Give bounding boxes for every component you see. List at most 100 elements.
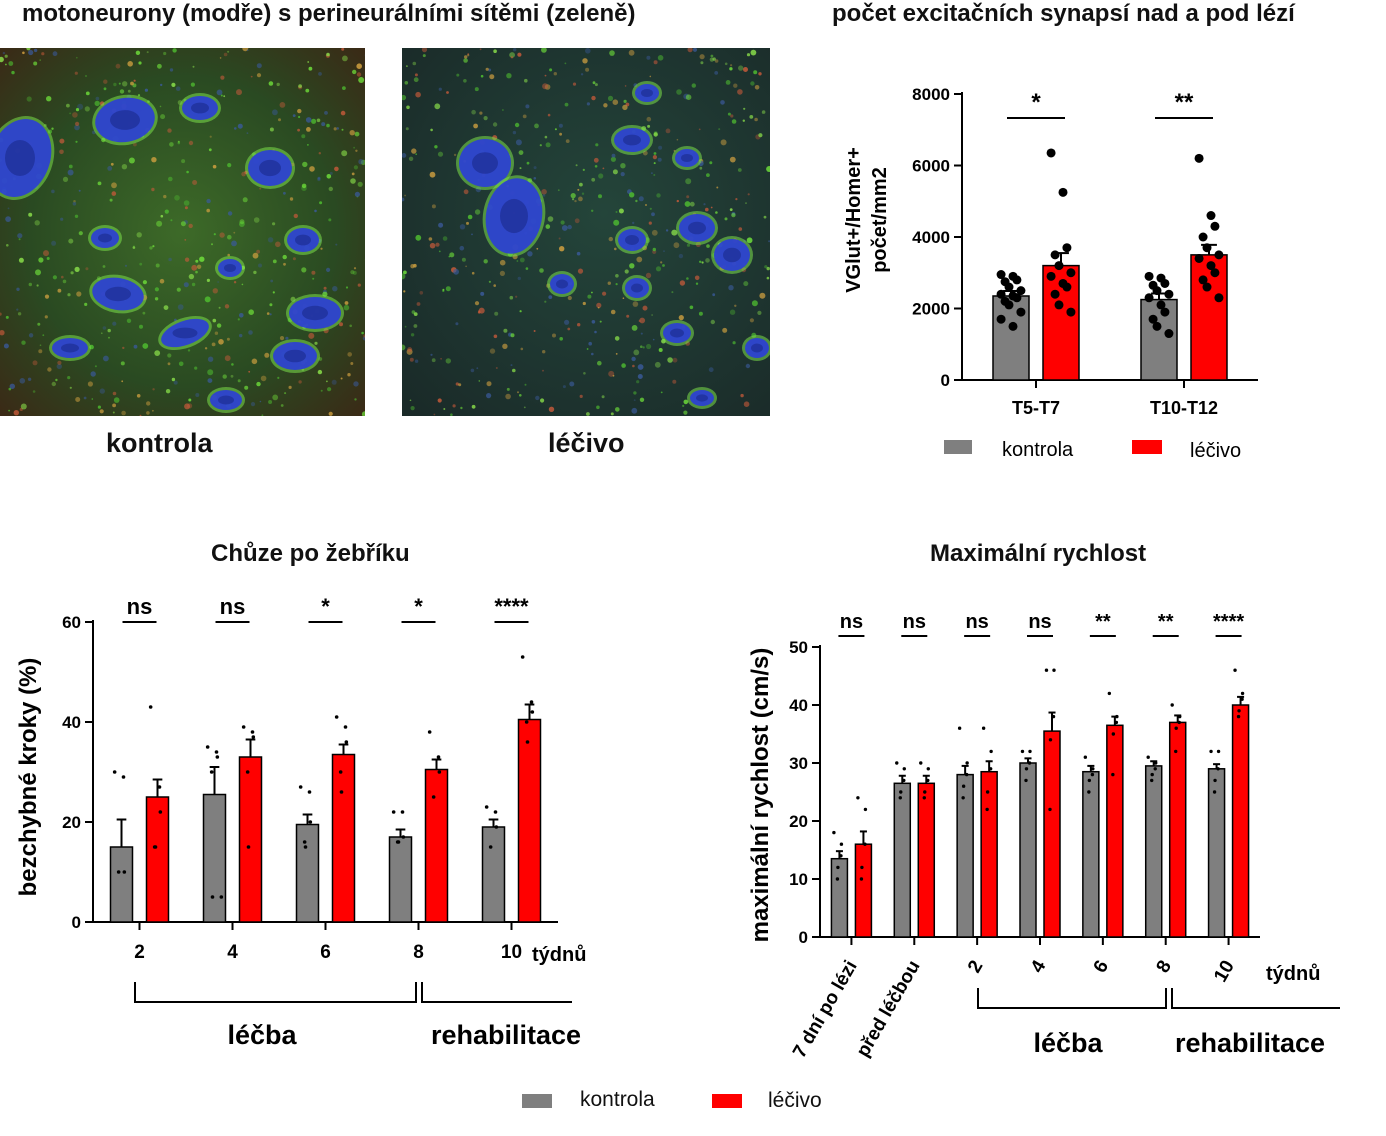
data-point	[859, 877, 864, 881]
data-point	[1214, 293, 1224, 303]
texture-dot	[578, 196, 583, 202]
data-point	[1091, 767, 1095, 771]
texture-dot	[414, 73, 418, 77]
texture-dot	[698, 311, 703, 316]
texture-dot	[652, 155, 657, 160]
texture-dot	[729, 208, 733, 212]
texture-dot	[353, 165, 358, 170]
texture-dot	[28, 333, 34, 338]
texture-dot	[231, 240, 237, 247]
texture-dot	[653, 152, 657, 155]
texture-dot	[39, 344, 42, 347]
texture-dot	[69, 112, 71, 115]
texture-dot	[435, 242, 440, 247]
texture-dot	[157, 63, 162, 69]
texture-dot	[18, 238, 21, 241]
texture-dot	[749, 318, 754, 323]
texture-dot	[146, 401, 151, 406]
data-point	[493, 810, 498, 814]
texture-dot	[311, 270, 316, 275]
texture-dot	[22, 51, 25, 55]
texture-dot	[220, 94, 223, 97]
texture-dot	[57, 360, 62, 365]
texture-dot	[709, 161, 713, 165]
texture-dot	[326, 174, 332, 179]
texture-dot	[169, 68, 174, 72]
texture-dot	[292, 114, 296, 117]
texture-dot	[607, 95, 614, 101]
data-point	[246, 845, 251, 849]
texture-dot	[301, 134, 306, 139]
texture-dot	[710, 319, 715, 325]
texture-dot	[455, 382, 459, 386]
neuron-nucleus	[681, 153, 693, 163]
texture-dot	[216, 89, 223, 96]
texture-dot	[612, 374, 615, 377]
texture-dot	[9, 383, 15, 389]
texture-dot	[256, 381, 261, 387]
texture-dot	[277, 376, 280, 379]
texture-dot	[42, 334, 45, 337]
texture-dot	[85, 91, 90, 96]
texture-dot	[737, 168, 742, 172]
texture-dot	[351, 172, 355, 176]
legend-swatch-kontrola	[944, 440, 972, 454]
texture-dot	[272, 394, 279, 401]
texture-dot	[591, 95, 596, 101]
texture-dot	[720, 139, 727, 146]
texture-dot	[737, 89, 743, 95]
texture-dot	[72, 112, 78, 118]
texture-dot	[224, 304, 230, 309]
data-point	[158, 810, 163, 814]
texture-dot	[258, 263, 262, 268]
neuron-nucleus	[224, 263, 236, 273]
texture-dot	[138, 61, 142, 65]
texture-dot	[745, 202, 747, 204]
texture-dot	[712, 57, 716, 61]
texture-dot	[4, 54, 8, 58]
texture-dot	[547, 113, 551, 117]
texture-dot	[639, 317, 646, 324]
data-point	[303, 845, 308, 849]
texture-dot	[126, 318, 132, 323]
texture-dot	[433, 413, 436, 416]
neuron-nucleus	[625, 235, 639, 245]
y-tick-label: 0	[941, 371, 950, 390]
texture-dot	[152, 409, 154, 412]
texture-dot	[640, 345, 643, 349]
texture-dot	[479, 48, 482, 51]
texture-dot	[758, 133, 763, 138]
texture-dot	[419, 291, 424, 295]
texture-dot	[156, 220, 163, 227]
x-category-label: T5-T7	[1012, 398, 1060, 418]
texture-dot	[68, 238, 74, 244]
texture-dot	[646, 116, 652, 122]
texture-dot	[180, 221, 186, 227]
texture-dot	[356, 63, 363, 69]
texture-dot	[623, 99, 627, 103]
texture-dot	[327, 387, 332, 392]
texture-dot	[653, 132, 658, 137]
texture-dot	[239, 219, 245, 225]
data-point	[1206, 261, 1216, 271]
neuron-nucleus	[105, 286, 131, 302]
texture-dot	[224, 355, 231, 362]
data-point	[116, 870, 121, 874]
texture-dot	[615, 407, 620, 412]
data-point	[985, 790, 990, 794]
texture-dot	[471, 233, 473, 236]
texture-dot	[483, 116, 488, 121]
texture-dot	[651, 212, 655, 217]
texture-dot	[676, 138, 679, 141]
texture-dot	[17, 312, 22, 316]
texture-dot	[118, 82, 121, 85]
texture-dot	[78, 189, 81, 192]
texture-dot	[27, 377, 32, 381]
data-point	[1240, 697, 1244, 701]
texture-dot	[404, 194, 406, 197]
texture-dot	[406, 105, 410, 110]
texture-dot	[227, 50, 230, 53]
texture-dot	[572, 198, 575, 201]
texture-dot	[184, 206, 188, 210]
texture-dot	[488, 68, 492, 72]
